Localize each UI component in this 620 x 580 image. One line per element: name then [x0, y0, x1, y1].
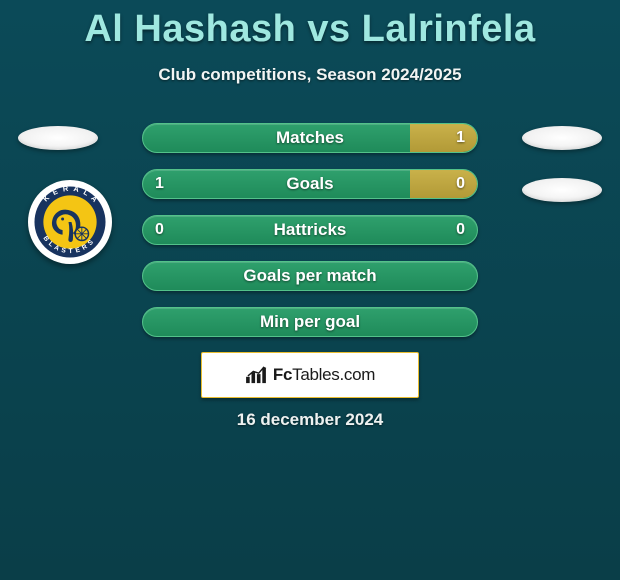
badge-placeholder-left — [18, 126, 98, 150]
stat-rows: Matches1Goals10Hattricks00Goals per matc… — [142, 123, 478, 353]
stat-row: Goals1 0 — [142, 169, 478, 199]
stat-row-value-left: 0 — [155, 216, 164, 244]
fctables-bars-icon — [245, 366, 267, 384]
brand-text-prefix: Fc — [273, 365, 292, 384]
brand-text-suffix: .com — [339, 365, 375, 384]
stat-row-label: Min per goal — [143, 308, 477, 336]
stat-row-label: Matches — [143, 124, 477, 152]
stat-row: Hattricks0 0 — [142, 215, 478, 245]
stat-row-label: Goals — [143, 170, 477, 198]
club-crest-icon: K E R A L A B L A S T E R S — [33, 185, 107, 259]
badge-placeholder-right-2 — [522, 178, 602, 202]
stat-row-value-left: 1 — [155, 170, 164, 198]
badge-placeholder-right-1 — [522, 126, 602, 150]
page-subtitle: Club competitions, Season 2024/2025 — [0, 65, 620, 85]
stat-row-value-right: 0 — [456, 170, 465, 198]
brand-box[interactable]: FcTables.com — [201, 352, 419, 398]
stat-row-label: Goals per match — [143, 262, 477, 290]
club-crest-kerala-blasters: K E R A L A B L A S T E R S — [28, 180, 112, 264]
stat-row-label: Hattricks — [143, 216, 477, 244]
stat-row: Matches1 — [142, 123, 478, 153]
stat-row: Min per goal — [142, 307, 478, 337]
brand-text-main: Tables — [292, 365, 339, 384]
stat-row: Goals per match — [142, 261, 478, 291]
stat-row-value-right: 0 — [456, 216, 465, 244]
brand-text: FcTables.com — [273, 365, 375, 385]
date-stamp: 16 december 2024 — [0, 410, 620, 430]
page-title: Al Hashash vs Lalrinfela — [0, 0, 620, 51]
stat-row-value-right: 1 — [456, 124, 465, 152]
